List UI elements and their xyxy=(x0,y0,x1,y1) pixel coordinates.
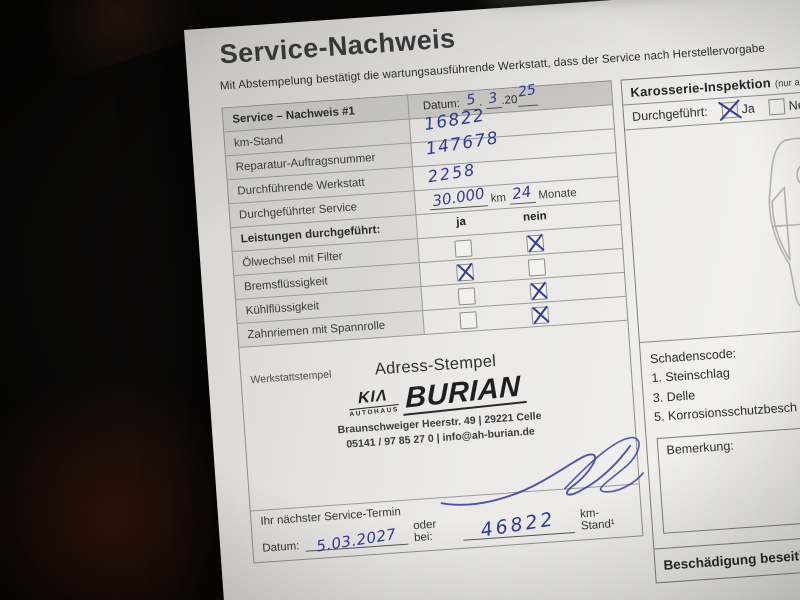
checkbox-zahnriemen-nein xyxy=(531,305,550,325)
remark-box: Bemerkung: xyxy=(656,415,800,534)
workshop-stamp-area: Werkstattstempel Adress-Stempel KIΛ AUTO… xyxy=(240,342,644,512)
checkbox-zahnriemen-ja xyxy=(459,310,478,329)
handwritten-service-km: 30.000 xyxy=(430,183,486,210)
checkbox-brems-ja xyxy=(455,262,475,282)
kia-logo: KIΛ AUTOHAUS xyxy=(349,387,400,419)
handwritten-next-date: 5.03.2027 xyxy=(315,524,398,556)
remark-label: Bemerkung: xyxy=(665,438,735,457)
checkbox-oelwechsel-nein xyxy=(526,233,545,253)
car-diagram-cell xyxy=(625,107,800,343)
handwritten-werkstatt-nummer: 2258 xyxy=(426,159,478,186)
next-date-label: Datum: xyxy=(261,540,300,555)
next-km-label: km-Stand¹ xyxy=(579,507,616,533)
months-unit-label: Monate xyxy=(537,186,578,202)
checkbox-inspektion-nein xyxy=(768,98,786,116)
handwritten-service-months: 24 xyxy=(511,181,533,203)
service-record-table: Service – Nachweis #1 Datum: 5. 3.2025 k… xyxy=(221,80,644,564)
damage-removed-row: Beschädigung beseiti xyxy=(654,524,800,582)
checkbox-inspektion-ja xyxy=(717,99,742,122)
column-header-ja: ja xyxy=(455,215,467,229)
nein-label: Nein xyxy=(788,97,800,113)
ja-label: Ja xyxy=(741,101,756,117)
handwritten-next-km: 46822 xyxy=(479,508,558,542)
dealer-name: BURIAN xyxy=(403,370,527,416)
checkbox-kuehl-nein xyxy=(529,281,548,301)
service-booklet-page: Service-Nachweis Mit Abstempelung bestät… xyxy=(184,0,800,600)
handwritten-month: 3 xyxy=(487,89,499,108)
handwritten-year: 25 xyxy=(516,81,537,101)
panel-title-note: (nur ausz xyxy=(774,76,800,90)
car-side-view-illustration xyxy=(768,137,800,310)
km-unit-label: km xyxy=(490,191,507,205)
or-label: oder bei: xyxy=(412,518,437,545)
page-content: Service-Nachweis Mit Abstempelung bestät… xyxy=(184,0,800,600)
checkbox-brems-nein xyxy=(527,257,546,277)
karosserie-inspektion-panel: Karosserie-Inspektion (nur ausz Durchgef… xyxy=(620,56,800,583)
columns: Service – Nachweis #1 Datum: 5. 3.2025 k… xyxy=(221,48,800,600)
performed-label: Durchgeführt: xyxy=(631,104,709,124)
checkbox-kuehl-ja xyxy=(457,286,476,305)
checkbox-oelwechsel-ja xyxy=(454,238,473,258)
handwritten-day: 5 xyxy=(465,91,477,109)
column-header-nein: nein xyxy=(522,210,548,224)
